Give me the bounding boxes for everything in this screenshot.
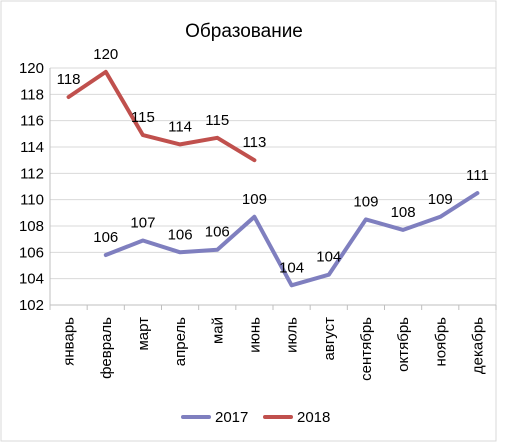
- legend-label: 2018: [297, 409, 330, 426]
- y-tick-label: 120: [19, 60, 44, 77]
- x-tick-label: июль: [284, 317, 301, 353]
- x-tick-label: июнь: [246, 317, 263, 353]
- x-tick-label: сентябрь: [358, 317, 375, 381]
- y-tick-label: 106: [19, 244, 44, 261]
- data-label: 104: [279, 259, 304, 276]
- x-tick-label: март: [135, 317, 152, 351]
- data-label: 120: [93, 46, 118, 63]
- y-tick-label: 116: [20, 113, 44, 130]
- data-label: 111: [466, 167, 489, 184]
- chart-title: Образование: [185, 21, 303, 42]
- gridlines: [50, 67, 496, 280]
- data-label: 109: [428, 191, 453, 208]
- x-tick-label: январь: [61, 317, 78, 366]
- y-tick-label: 104: [19, 271, 44, 288]
- data-label: 106: [168, 226, 193, 243]
- data-label: 108: [391, 204, 416, 221]
- y-tick-label: 118: [20, 86, 44, 103]
- data-label: 109: [353, 193, 378, 210]
- y-tick-label: 108: [19, 218, 44, 235]
- data-label: 107: [130, 214, 155, 231]
- series-lines: [66, 69, 480, 288]
- axes: 102 104 106 108 110 112 114 116 118 120 январь февр…: [19, 60, 497, 381]
- data-label: 114: [168, 118, 192, 135]
- y-tick-label: 102: [19, 297, 44, 314]
- data-labels: 106 107 106 106 109 104 104 109 108 109 111 118 120 1…: [57, 46, 489, 276]
- data-label: 109: [242, 191, 267, 208]
- y-tick-label: 112: [20, 165, 44, 182]
- data-label: 118: [57, 71, 81, 88]
- x-tick-label: ноябрь: [432, 317, 449, 367]
- y-tick-label: 114: [20, 139, 44, 156]
- x-tick-label: август: [321, 317, 338, 361]
- y-tick-label: 110: [20, 192, 44, 209]
- x-tick-label: декабрь: [469, 317, 486, 374]
- data-label: 104: [316, 249, 341, 266]
- legend-label: 2017: [215, 409, 248, 426]
- data-label: 106: [205, 224, 230, 241]
- legend: 2017 2018: [181, 409, 330, 426]
- x-tick-label: май: [209, 317, 226, 344]
- x-tick-label: февраль: [98, 317, 115, 379]
- data-label: 106: [93, 229, 118, 246]
- series-line-2018: [66, 69, 257, 163]
- data-label: 115: [205, 112, 229, 129]
- x-tick-label: октябрь: [395, 317, 412, 372]
- data-label: 115: [131, 109, 155, 126]
- x-tick-label: апрель: [172, 317, 189, 366]
- data-label: 113: [242, 134, 266, 151]
